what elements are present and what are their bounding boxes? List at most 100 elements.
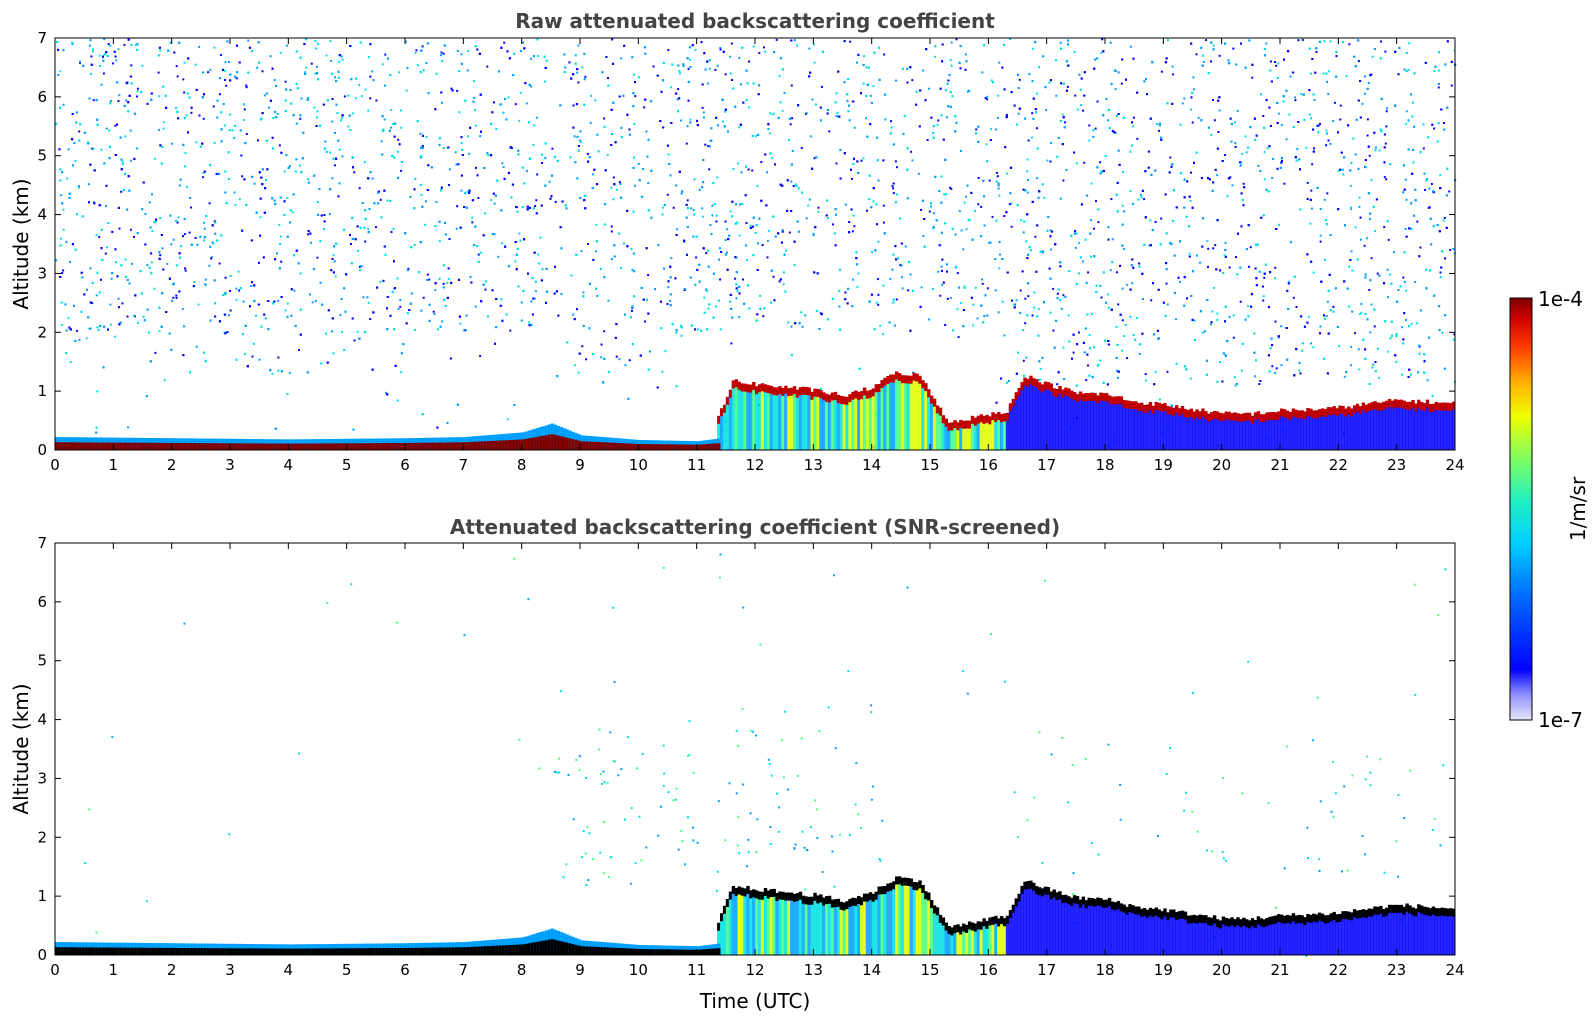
noise-pixel: [856, 61, 858, 64]
noise-pixel: [1222, 352, 1225, 355]
noise-pixel: [248, 46, 251, 49]
noise-pixel: [380, 216, 383, 219]
noise-pixel: [1175, 318, 1177, 321]
noise-pixel: [943, 193, 946, 196]
noise-pixel: [748, 106, 751, 109]
noise-pixel: [661, 370, 664, 373]
noise-pixel: [501, 162, 504, 165]
noise-pixel: [407, 267, 410, 270]
noise-pixel: [849, 40, 852, 43]
noise-pixel: [1384, 50, 1387, 53]
noise-pixel: [292, 114, 295, 117]
noise-pixel: [534, 205, 537, 207]
noise-pixel: [390, 126, 392, 129]
noise-pixel: [667, 49, 670, 52]
noise-pixel: [172, 296, 175, 299]
noise-pixel: [98, 236, 101, 239]
noise-pixel: [134, 43, 137, 46]
noise-pixel: [1168, 171, 1171, 174]
noise-pixel: [121, 160, 124, 163]
noise-pixel: [78, 186, 81, 189]
noise-pixel: [1024, 117, 1027, 120]
noise-pixel: [1117, 71, 1120, 74]
noise-pixel: [1413, 214, 1416, 217]
noise-pixel: [1271, 344, 1274, 347]
noise-pixel: [1268, 145, 1271, 148]
noise-pixel: [448, 184, 450, 186]
noise-pixel: [486, 65, 489, 68]
noise-pixel: [1147, 166, 1150, 169]
noise-pixel: [941, 258, 944, 261]
noise-pixel: [153, 287, 156, 290]
noise-pixel: [1183, 97, 1186, 100]
noise-pixel: [1031, 112, 1034, 115]
noise-pixel: [592, 258, 595, 261]
noise-pixel: [603, 276, 606, 279]
noise-pixel: [737, 162, 739, 165]
noise-pixel: [729, 210, 732, 213]
noise-pixel: [1207, 247, 1210, 250]
noise-pixel: [55, 259, 58, 262]
noise-pixel: [1129, 45, 1132, 48]
noise-pixel: [852, 163, 855, 166]
noise-pixel: [1296, 147, 1299, 150]
noise-pixel: [610, 186, 613, 189]
noise-pixel: [233, 191, 236, 194]
noise-pixel: [809, 135, 812, 138]
noise-pixel: [95, 294, 98, 297]
noise-pixel: [1323, 198, 1326, 201]
noise-pixel: [263, 94, 266, 97]
noise-pixel: [628, 128, 631, 131]
noise-pixel: [427, 92, 430, 95]
noise-pixel: [775, 38, 778, 41]
noise-pixel: [1139, 194, 1142, 197]
noise-pixel: [1186, 180, 1189, 183]
noise-pixel: [1005, 114, 1008, 117]
noise-pixel: [521, 166, 524, 169]
noise-pixel: [245, 133, 248, 135]
noise-pixel: [1233, 121, 1236, 124]
noise-pixel: [1132, 116, 1135, 119]
noise-pixel: [1378, 376, 1381, 379]
noise-pixel: [158, 46, 161, 49]
noise-pixel: [1135, 317, 1138, 319]
noise-pixel: [1234, 384, 1237, 387]
noise-pixel: [238, 198, 241, 201]
noise-pixel: [278, 224, 281, 227]
noise-pixel: [1428, 187, 1431, 190]
noise-pixel: [55, 122, 58, 125]
noise-pixel: [1240, 192, 1243, 195]
noise-pixel: [662, 206, 664, 209]
noise-pixel: [1190, 96, 1193, 99]
noise-pixel: [1048, 81, 1051, 84]
noise-pixel: [1327, 92, 1330, 95]
noise-pixel: [154, 221, 157, 224]
noise-pixel: [1015, 123, 1018, 126]
noise-pixel: [1350, 208, 1353, 210]
noise-pixel: [1119, 264, 1122, 267]
noise-pixel: [1041, 356, 1044, 359]
noise-pixel: [1121, 319, 1124, 322]
noise-pixel: [514, 103, 517, 106]
noise-pixel: [1060, 307, 1063, 310]
noise-pixel: [692, 235, 695, 238]
noise-pixel: [1107, 293, 1110, 296]
noise-pixel: [643, 46, 646, 49]
noise-pixel: [1049, 229, 1052, 232]
noise-pixel: [457, 163, 460, 166]
noise-pixel: [458, 111, 461, 114]
noise-pixel: [1285, 138, 1288, 141]
noise-pixel: [278, 144, 281, 147]
noise-pixel: [1066, 85, 1069, 88]
noise-pixel: [716, 64, 719, 67]
noise-pixel: [734, 256, 737, 259]
noise-pixel: [1383, 176, 1386, 179]
noise-pixel: [251, 281, 253, 284]
noise-pixel: [1385, 110, 1388, 113]
noise-pixel: [930, 205, 933, 208]
noise-pixel: [317, 42, 320, 45]
noise-pixel: [1401, 373, 1403, 376]
noise-pixel: [922, 69, 925, 72]
noise-pixel: [178, 184, 181, 187]
noise-pixel: [637, 162, 640, 165]
